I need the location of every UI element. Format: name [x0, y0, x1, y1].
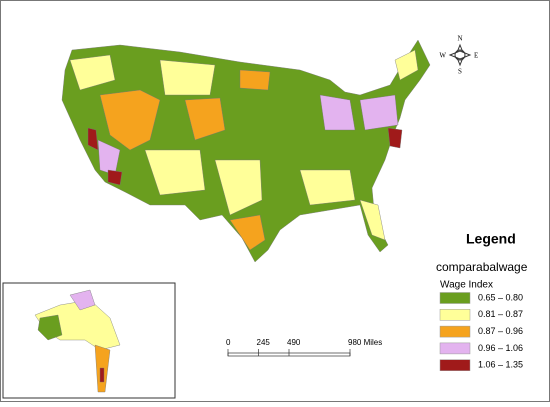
- compass: [448, 43, 472, 67]
- legend-swatch: [439, 309, 471, 321]
- legend-label: 1.06 – 1.35: [478, 360, 523, 370]
- legend-label: 0.87 – 0.96: [478, 326, 523, 336]
- legend-swatch: [439, 359, 471, 371]
- legend-swatch: [439, 342, 471, 355]
- scale-label: 245: [257, 338, 271, 347]
- scale-label: 980 Miles: [348, 338, 382, 347]
- alaska-inset-frame: [2, 282, 176, 399]
- legend-label: 0.65 – 0.80: [478, 292, 523, 302]
- us-map: [61, 39, 431, 263]
- scale-label: 490: [287, 338, 301, 347]
- legend-layer: comparabalwage: [436, 260, 528, 274]
- legend-swatch: [439, 325, 471, 338]
- legend-field: Wage Index: [440, 280, 493, 291]
- legend-swatch: [439, 292, 471, 304]
- scale-label: 0: [226, 338, 231, 347]
- compass-w: W: [439, 52, 446, 60]
- alaska-map: [34, 289, 121, 393]
- legend-label: 0.96 – 1.06: [478, 343, 523, 353]
- compass-e: E: [474, 52, 478, 60]
- legend-title: Legend: [466, 231, 516, 247]
- legend-label: 0.81 – 0.87: [478, 309, 523, 319]
- compass-s: S: [458, 68, 462, 76]
- compass-n: N: [457, 35, 462, 43]
